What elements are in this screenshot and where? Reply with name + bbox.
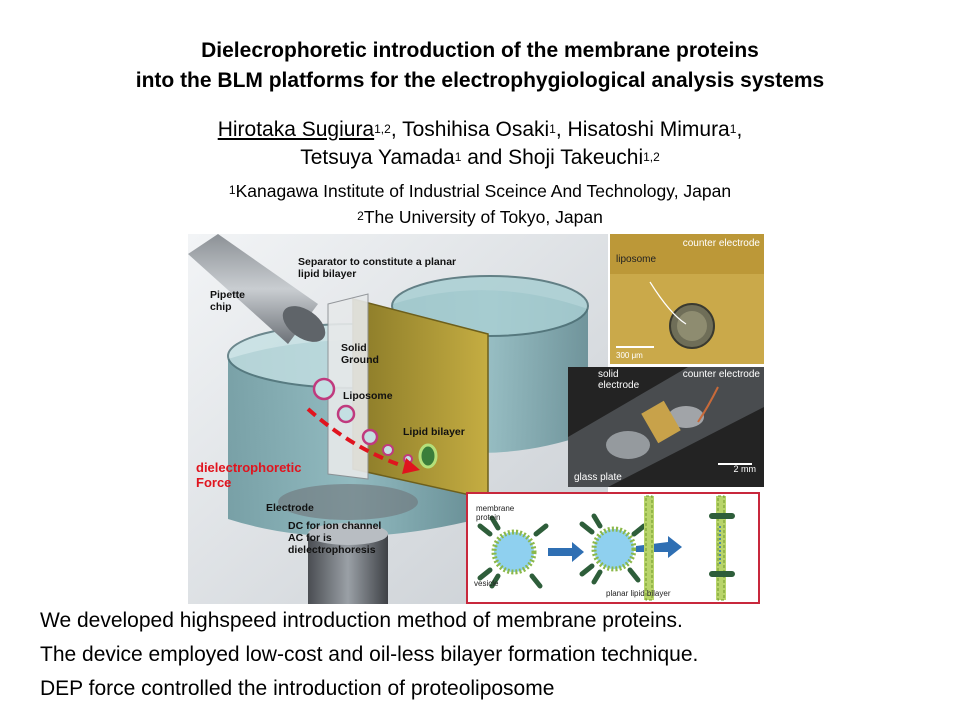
dep-force-label: dielectrophoretic Force bbox=[196, 460, 301, 490]
author-trail: , bbox=[736, 118, 743, 141]
device-drawing bbox=[188, 234, 608, 604]
separator-label: Separator to constitute a planar lipid b… bbox=[298, 256, 457, 280]
author-line-1: Hirotaka Sugiura1,2, Toshihisa Osaki1, H… bbox=[0, 116, 960, 144]
affiliation-text: Kanagawa Institute of Industrial Sceince… bbox=[235, 181, 732, 201]
micro-counter-electrode-label: counter electrode bbox=[682, 238, 760, 249]
author-name: , Toshihisa Osaki bbox=[390, 118, 550, 141]
summary-list: We developed highspeed introduction meth… bbox=[40, 604, 698, 706]
solid-ground-label: Solid Ground bbox=[341, 342, 379, 366]
author-list: Hirotaka Sugiura1,2, Toshihisa Osaki1, H… bbox=[0, 116, 960, 172]
membrane-protein-label: membrane protein bbox=[476, 504, 515, 522]
author-sup: 1 bbox=[729, 122, 737, 136]
affiliation-text: The University of Tokyo, Japan bbox=[363, 207, 603, 227]
schematic-drawing bbox=[477, 495, 735, 601]
pipette-label: Pipette chip bbox=[210, 289, 246, 313]
affiliation-1: 1Kanagawa Institute of Industrial Sceinc… bbox=[0, 178, 960, 204]
dep-label: dielectrophoresis bbox=[288, 544, 376, 556]
glass-plate-label: glass plate bbox=[574, 472, 622, 483]
author-line-2: Tetsuya Yamada1 and Shoji Takeuchi1,2 bbox=[0, 144, 960, 172]
device-photo-drawing bbox=[568, 367, 764, 487]
summary-item: We developed highspeed introduction meth… bbox=[40, 609, 683, 632]
dc-label: DC for ion channel bbox=[288, 520, 382, 532]
title-line-1: Dielecrophoretic introduction of the mem… bbox=[201, 39, 759, 62]
summary-item: DEP force controlled the introduction of… bbox=[40, 677, 555, 700]
author-sup: 1,2 bbox=[374, 122, 391, 136]
device-figure: Separator to constitute a planar lipid b… bbox=[188, 234, 768, 604]
author-name: Tetsuya Yamada bbox=[300, 146, 455, 169]
device-illustration: Separator to constitute a planar lipid b… bbox=[188, 234, 608, 604]
presenting-author: Hirotaka Sugiura bbox=[217, 118, 375, 141]
insertion-schematic: membrane protein vesicle planar lipid bi… bbox=[466, 492, 760, 604]
micro-liposome-label: liposome bbox=[616, 254, 657, 265]
micrograph-drawing bbox=[610, 234, 764, 364]
dep-force-line-1: dielectrophoretic bbox=[196, 460, 302, 475]
author-sup: 1 bbox=[454, 150, 462, 164]
affiliations: 1Kanagawa Institute of Industrial Sceinc… bbox=[0, 178, 960, 230]
author-sup: 1 bbox=[549, 122, 556, 136]
ac-label: AC for is bbox=[288, 532, 332, 544]
liposome-micrograph: counter electrode liposome 300 μm bbox=[610, 234, 764, 364]
affiliation-2: 2The University of Tokyo, Japan bbox=[0, 204, 960, 230]
signal-labels: DC for ion channel AC for is dielectroph… bbox=[288, 520, 381, 556]
lipid-bilayer-label: Lipid bilayer bbox=[403, 426, 465, 438]
affiliation-sup: 1 bbox=[228, 183, 236, 197]
liposome-label: Liposome bbox=[343, 390, 393, 402]
author-name: and Shoji Takeuchi bbox=[461, 146, 644, 169]
affiliation-sup: 2 bbox=[357, 209, 364, 223]
author-name: , Hisatoshi Mimura bbox=[555, 118, 730, 141]
vesicle-label: vesicle bbox=[474, 579, 499, 588]
solid-electrode-label: solid electrode bbox=[598, 369, 640, 391]
micro-scale-label: 300 μm bbox=[616, 351, 643, 360]
summary-item: The device employed low-cost and oil-les… bbox=[40, 643, 699, 666]
slide-title: Dielecrophoretic introduction of the mem… bbox=[0, 36, 960, 96]
title-line-2: into the BLM platforms for the electroph… bbox=[135, 69, 825, 92]
author-sup: 1,2 bbox=[643, 150, 660, 164]
planar-lipid-bilayer-label: planar lipid bilayer bbox=[606, 589, 671, 598]
dep-force-line-2: Force bbox=[196, 475, 232, 490]
device-photo: solid electrode counter electrode glass … bbox=[568, 367, 764, 487]
photo-scale-label: 2 mm bbox=[733, 464, 757, 474]
electrode-label: Electrode bbox=[266, 502, 314, 514]
photo-counter-electrode-label: counter electrode bbox=[682, 369, 760, 380]
